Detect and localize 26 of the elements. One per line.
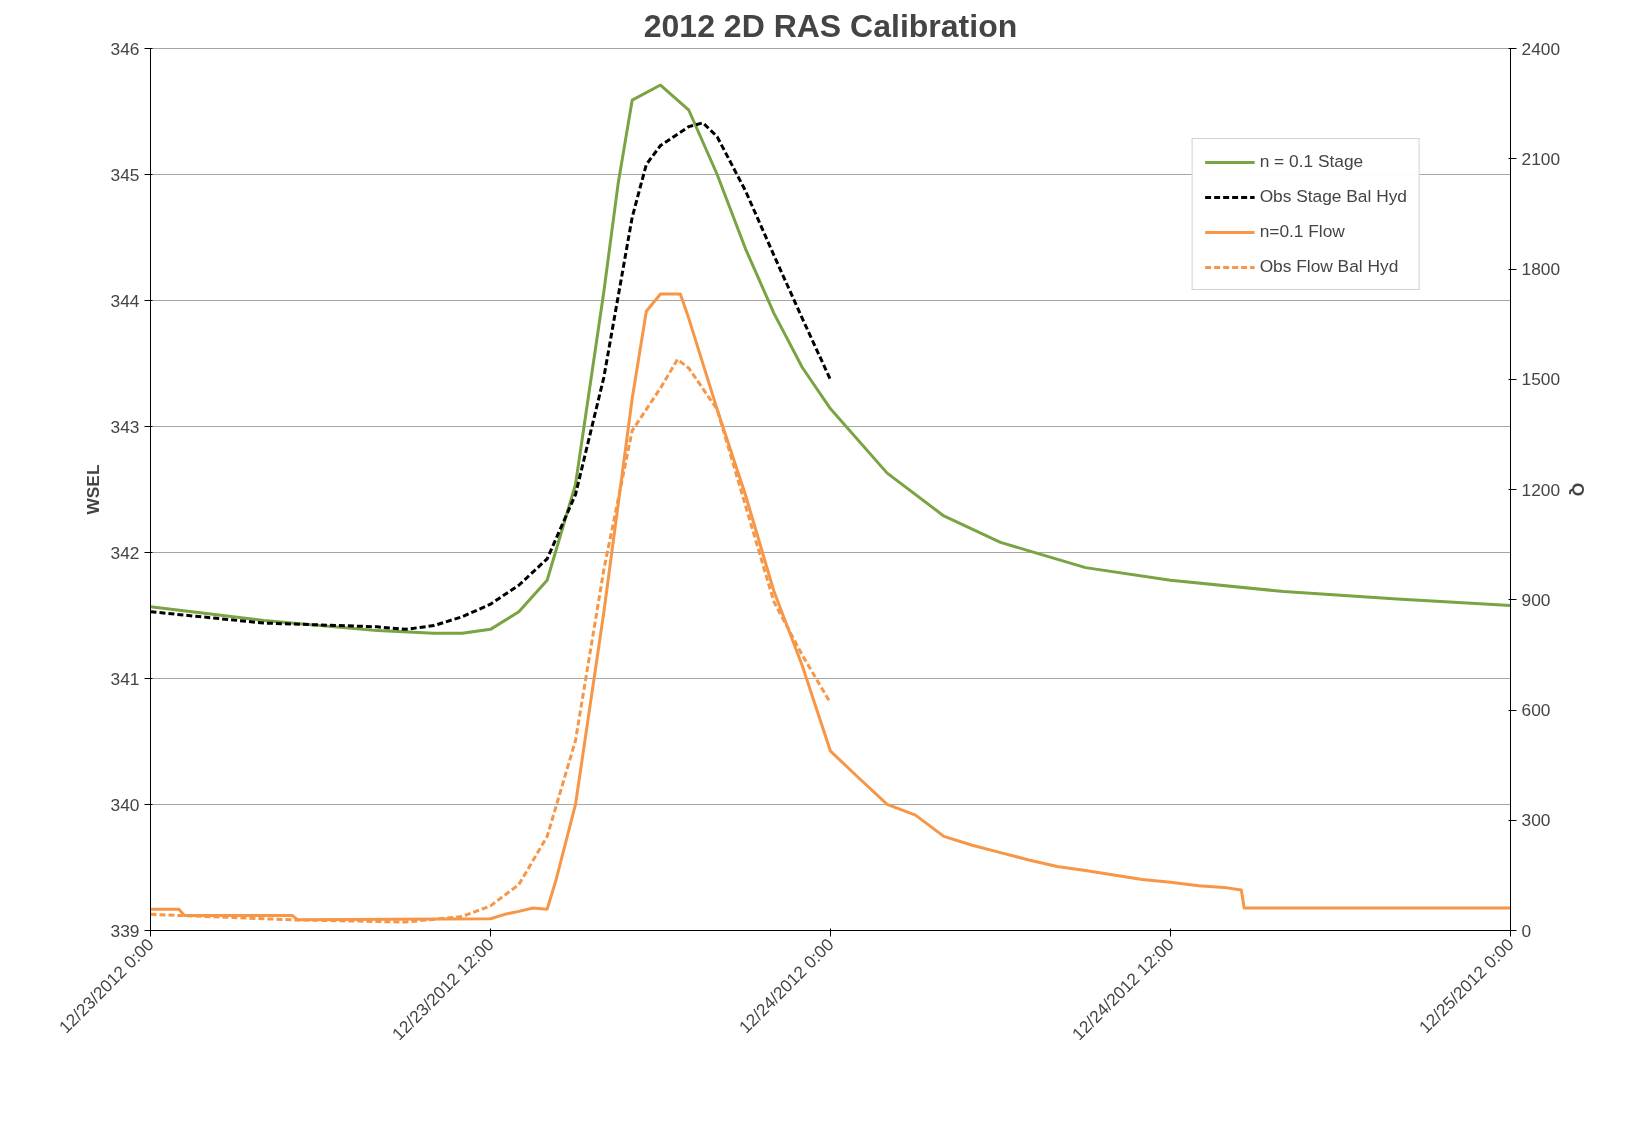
legend-label: Obs Flow Bal Hyd	[1259, 256, 1399, 277]
line-series	[150, 83, 1511, 635]
y2-tick-label: 2400	[1521, 38, 1561, 59]
y2-tick-label: 600	[1521, 700, 1551, 720]
y2-tick-label: 1200	[1521, 479, 1561, 500]
y2-tick-label: 0	[1521, 920, 1532, 941]
y2-tick-label: 1800	[1521, 259, 1561, 279]
legend-label: Obs Stage Bal Hyd	[1259, 186, 1407, 207]
chart-title: 2012 2D RAS Calibration	[643, 7, 1018, 44]
y-tick-label: 340	[110, 794, 140, 815]
y2-tick-label: 2100	[1521, 148, 1561, 169]
y-tick-label: 339	[110, 920, 140, 941]
y2-tick-label: 300	[1521, 810, 1551, 831]
y-tick-label: 344	[110, 290, 140, 311]
y-tick-label: 343	[110, 416, 140, 437]
y2-tick-label: 1500	[1521, 369, 1561, 390]
y2-tick-label: 900	[1521, 589, 1551, 610]
y2-axis-title: Q	[1568, 482, 1589, 497]
y-axis-title: WSEL	[82, 464, 103, 515]
legend-label: n=0.1 Flow	[1259, 221, 1345, 242]
y-tick-label: 345	[110, 164, 140, 185]
y-tick-label: 346	[110, 38, 140, 59]
y-tick-label: 342	[110, 542, 140, 563]
legend-label: n = 0.1 Stage	[1259, 151, 1364, 172]
y-tick-label: 341	[110, 668, 140, 689]
line-series	[150, 292, 1511, 922]
